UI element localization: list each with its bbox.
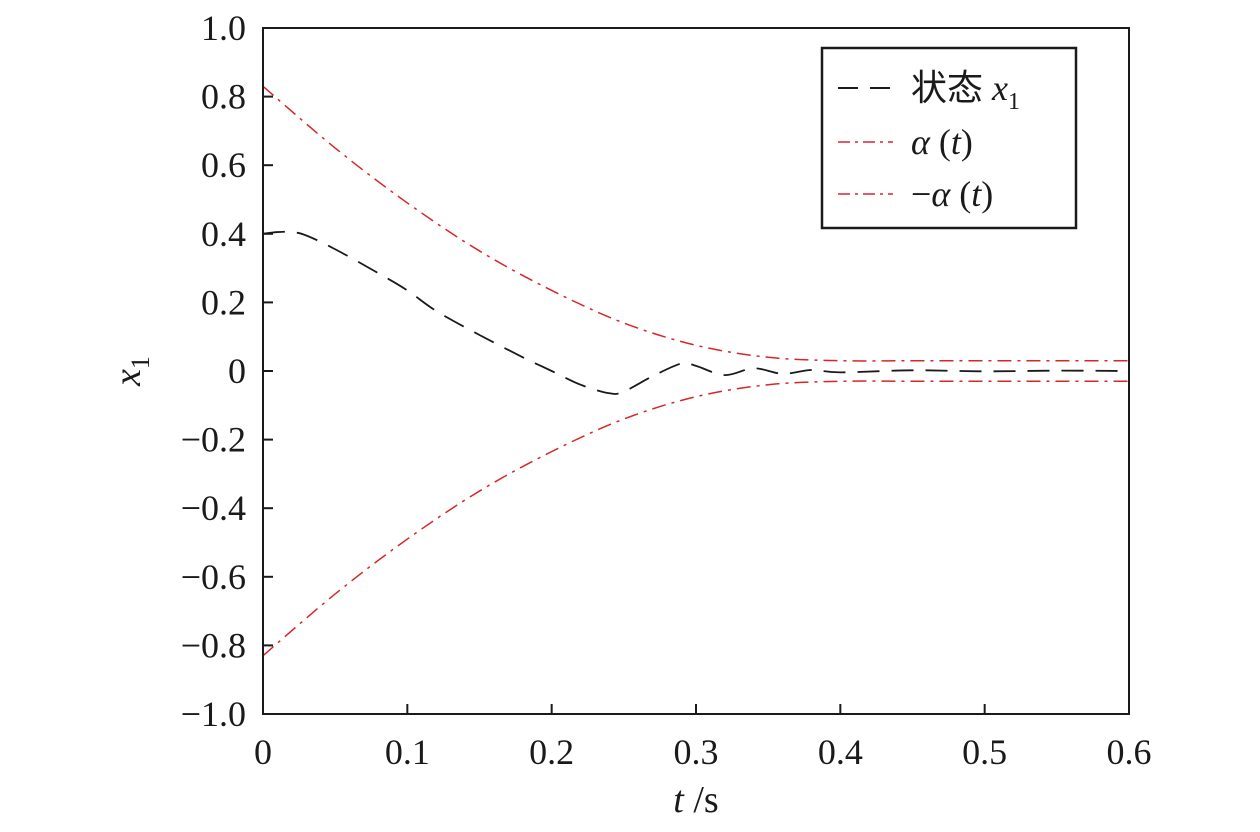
x-tick-label: 0.5: [962, 732, 1007, 772]
y-axis-label: x1: [107, 356, 155, 387]
series-layer: [262, 85, 1130, 657]
y-tick-label: 0.6: [201, 145, 246, 185]
legend-neg-alpha-arg: t: [971, 174, 982, 214]
legend-state-prefix: 状态: [911, 68, 992, 108]
x-tick-label: 0.1: [385, 732, 430, 772]
series-line-state-x1: [262, 230, 1130, 395]
x-tick-label: 0.3: [674, 732, 719, 772]
y-axis-var: x: [107, 369, 149, 387]
legend: 状态 x1 α (t) −α (t): [820, 46, 1078, 230]
legend-neg-alpha-open: (: [950, 174, 971, 214]
y-tick-label: −0.2: [181, 420, 246, 460]
series-line-alpha: [262, 85, 1129, 362]
x-tick-label: 0: [254, 732, 272, 772]
y-tick-label: −0.4: [181, 488, 246, 528]
legend-alpha-var: α: [911, 122, 931, 162]
legend-label-state-x1: 状态 x1: [911, 68, 1020, 115]
y-tick-label: 1.0: [201, 8, 246, 48]
legend-neg-alpha-close: ): [981, 174, 993, 214]
x-tick-label: 0.2: [529, 732, 574, 772]
legend-alpha-open: (: [930, 122, 951, 162]
x-tick-label: 0.6: [1107, 732, 1152, 772]
legend-neg-alpha-prefix: −: [911, 174, 931, 214]
y-tick-label: 0.8: [201, 77, 246, 117]
x-axis-unit: /s: [684, 779, 719, 821]
x-tick-label: 0.4: [818, 732, 863, 772]
legend-box: [820, 46, 1078, 230]
y-axis-ticks: −1.0 −0.8 −0.6 −0.4 −0.2 0 0.2 0.4 0.6 0.8 1.0: [181, 8, 273, 734]
y-tick-label: 0.2: [201, 282, 246, 322]
y-tick-label: −1.0: [181, 694, 246, 734]
legend-state-sub: 1: [1008, 89, 1020, 115]
x-axis-ticks: 0 0.1 0.2 0.3 0.4 0.5 0.6: [254, 704, 1152, 772]
legend-label-neg-alpha: −α (t): [911, 174, 993, 214]
y-tick-label: 0: [228, 351, 246, 391]
y-tick-label: −0.6: [181, 557, 246, 597]
series-line-neg-alpha: [262, 380, 1129, 657]
legend-alpha-close: ): [961, 122, 973, 162]
x-axis-var: t: [673, 779, 685, 821]
legend-alpha-arg: t: [951, 122, 962, 162]
legend-label-alpha: α (t): [911, 122, 973, 162]
legend-state-var: x: [991, 68, 1008, 108]
y-axis-sub: 1: [126, 356, 155, 369]
y-tick-label: 0.4: [201, 214, 246, 254]
y-tick-label: −0.8: [181, 625, 246, 665]
legend-neg-alpha-var: α: [931, 174, 951, 214]
x-axis-label: t /s: [673, 779, 718, 821]
